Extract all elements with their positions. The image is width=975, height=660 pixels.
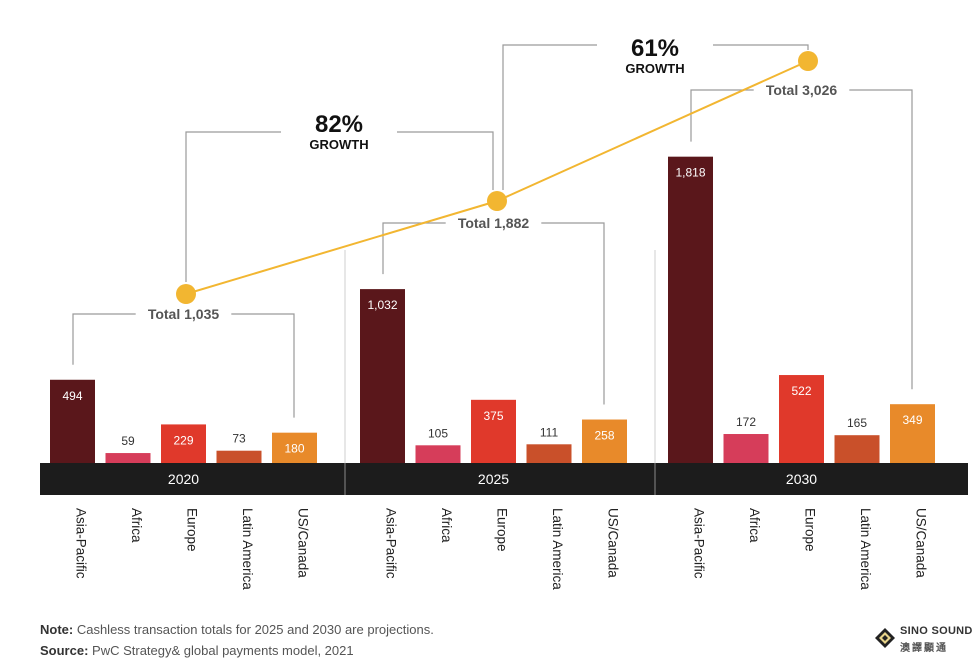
- value-label: 59: [121, 434, 135, 448]
- growth-bracket-right: [397, 131, 494, 190]
- growth-bracket-left: [502, 44, 597, 190]
- growth-label: GROWTH: [625, 61, 684, 76]
- category-label: US/Canada: [296, 508, 311, 578]
- growth-label: GROWTH: [309, 137, 368, 152]
- sino-sound-logo: SINO SOUND 澳譯顯通: [874, 625, 973, 655]
- bar-2025-africa: [415, 445, 461, 463]
- bar-2020-africa: [105, 453, 151, 463]
- bar-2025-asia-pacific: [360, 289, 405, 463]
- value-label: 165: [847, 416, 867, 430]
- category-label: Africa: [129, 508, 144, 543]
- growth-bracket-left: [185, 131, 281, 282]
- category-label: Europe: [803, 508, 818, 552]
- total-bracket-left: [72, 313, 136, 365]
- total-bracket-right: [231, 313, 295, 418]
- category-label: Asia-Pacific: [384, 508, 399, 579]
- bar-2025-latin-america: [526, 444, 572, 463]
- category-label: Asia-Pacific: [692, 508, 707, 579]
- category-label: Asia-Pacific: [74, 508, 89, 579]
- value-label: 1,032: [367, 298, 397, 312]
- diamond-logo-icon: [875, 628, 895, 648]
- logo-chinese-text: 澳譯顯通: [900, 643, 948, 654]
- growth-bracket-right: [713, 44, 809, 50]
- source-text: PwC Strategy& global payments model, 202…: [88, 643, 354, 658]
- category-label: Latin America: [240, 508, 255, 590]
- growth-percent: 82%: [315, 111, 363, 138]
- bar-2030-us-canada: [890, 404, 935, 463]
- value-label: 1,818: [675, 166, 705, 180]
- total-trend-line: [185, 60, 809, 295]
- value-label: 105: [428, 426, 448, 440]
- total-bracket-right: [849, 89, 913, 390]
- cashless-transactions-chart: 494 Asia-Pacific 59 Africa 229 Europe 73 Latin …: [40, 35, 968, 590]
- category-label: Africa: [439, 508, 454, 543]
- logo-wordmark: SINO SOUND: [900, 625, 973, 637]
- category-label: Europe: [185, 508, 200, 552]
- bar-2030-europe: [779, 375, 824, 463]
- category-label: US/Canada: [914, 508, 929, 578]
- bar-2025-europe: [471, 399, 516, 463]
- bar-2030-asia-pacific: [668, 156, 713, 464]
- category-label: Latin America: [858, 508, 873, 590]
- value-label: 229: [173, 433, 193, 447]
- category-label: US/Canada: [606, 508, 621, 578]
- year-band: [40, 463, 968, 495]
- value-label: 494: [62, 389, 82, 403]
- total-dot-2020: [176, 284, 196, 304]
- total-label: Total 1,882: [458, 215, 530, 231]
- note-label: Note:: [40, 622, 74, 637]
- bar-2020-latin-america: [216, 450, 262, 463]
- bar-2020-us-canada: [272, 432, 317, 463]
- value-label: 73: [232, 432, 246, 446]
- total-bracket-left: [382, 222, 446, 275]
- growth-percent: 61%: [631, 35, 679, 62]
- chart-note: Note: Cashless transaction totals for 20…: [40, 622, 434, 637]
- total-dot-2025: [487, 191, 507, 211]
- bar-2025-us-canada: [582, 419, 627, 463]
- chart-source: Source: PwC Strategy& global payments mo…: [40, 643, 354, 658]
- value-label: 522: [791, 384, 811, 398]
- value-label: 375: [483, 409, 503, 423]
- bar-2020-europe: [161, 424, 206, 463]
- bar-2020-asia-pacific: [50, 379, 95, 463]
- category-label: Africa: [747, 508, 762, 543]
- total-bracket-left: [690, 89, 754, 142]
- source-label: Source:: [40, 643, 89, 658]
- value-label: 180: [284, 442, 304, 456]
- bar-2030-latin-america: [834, 435, 880, 463]
- value-label: 258: [594, 429, 614, 443]
- year-label: 2030: [786, 471, 817, 487]
- total-label: Total 1,035: [148, 306, 220, 322]
- year-label: 2025: [478, 471, 509, 487]
- bar-2030-africa: [723, 434, 769, 463]
- year-label: 2020: [168, 471, 199, 487]
- total-dot-2030: [798, 51, 818, 71]
- category-label: Latin America: [550, 508, 565, 590]
- value-label: 349: [902, 413, 922, 427]
- total-label: Total 3,026: [766, 82, 838, 98]
- value-label: 111: [540, 425, 559, 439]
- category-label: Europe: [495, 508, 510, 552]
- value-label: 172: [736, 415, 756, 429]
- total-bracket-right: [541, 222, 605, 405]
- note-text: Cashless transaction totals for 2025 and…: [73, 622, 434, 637]
